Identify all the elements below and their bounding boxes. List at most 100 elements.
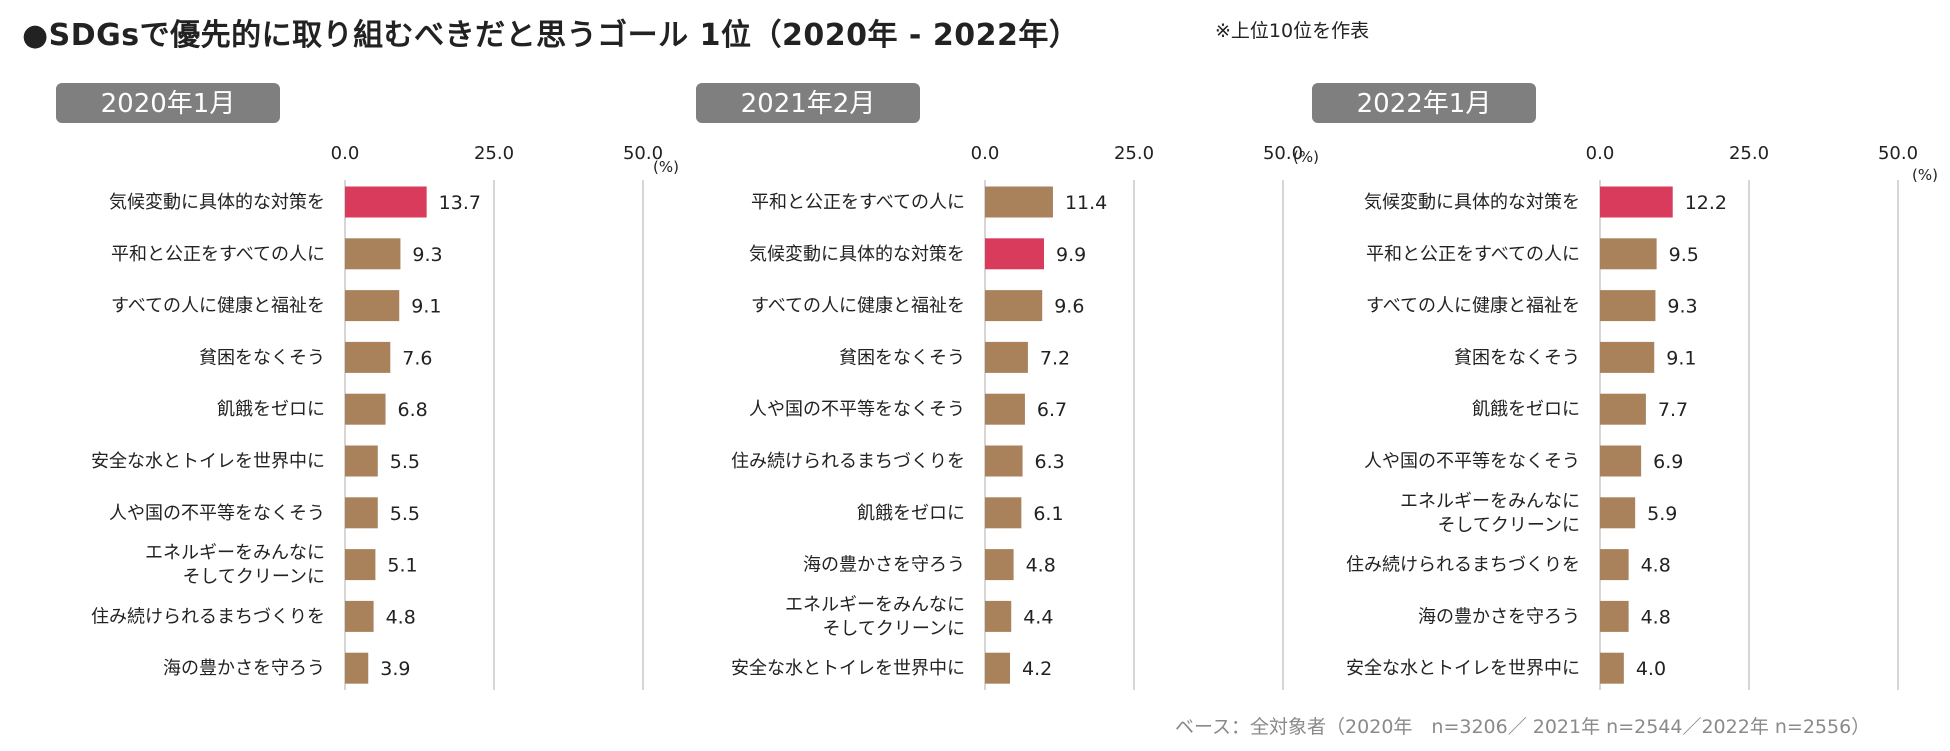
unit-label: (%) (1293, 148, 1319, 166)
bar (1600, 341, 1655, 373)
category-label: 気候変動に具体的な対策を (109, 192, 325, 213)
data-label: 9.5 (1669, 244, 1699, 266)
bar (1600, 445, 1642, 477)
category-label: 飢餓をゼロに (857, 503, 965, 524)
bar (345, 186, 427, 218)
data-label: 9.1 (411, 296, 441, 318)
bar (985, 238, 1045, 270)
category-label: 人や国の不平等をなくそう (109, 503, 325, 524)
data-label: 4.4 (1023, 606, 1053, 628)
bar (345, 497, 378, 529)
category-label: 貧困をなくそう (1454, 347, 1580, 368)
category-label: そしてクリーンに (1437, 515, 1580, 536)
panel-label: 2020年1月 (101, 89, 236, 119)
x-tick-label: 25.0 (474, 143, 514, 164)
data-label: 4.2 (1022, 658, 1052, 680)
category-label: 気候変動に具体的な対策を (1364, 192, 1580, 213)
bar (1600, 497, 1636, 529)
data-label: 9.1 (1666, 347, 1696, 369)
data-label: 6.3 (1035, 451, 1065, 473)
category-label: 貧困をなくそう (839, 347, 965, 368)
data-label: 7.6 (402, 347, 432, 369)
x-tick-label: 0.0 (1586, 143, 1615, 164)
bar (345, 652, 369, 684)
category-label: 住み続けられるまちづくりを (91, 606, 325, 627)
category-label: 人や国の不平等をなくそう (1364, 451, 1580, 472)
data-label: 6.7 (1037, 399, 1067, 421)
category-label: エネルギーをみんなに (785, 594, 965, 615)
page-title: ●SDGsで優先的に取り組むべきだと思うゴール 1位（2020年 - 2022年… (22, 18, 1080, 53)
bar (1600, 238, 1657, 270)
category-label: 人や国の不平等をなくそう (749, 399, 965, 420)
table-note: ※上位10位を作表 (1215, 20, 1370, 42)
category-label: そしてクリーンに (822, 618, 965, 639)
panel-pill (56, 83, 280, 123)
bar (345, 393, 386, 425)
data-label: 6.9 (1653, 451, 1683, 473)
data-label: 3.9 (380, 658, 410, 680)
x-tick-label: 0.0 (331, 143, 360, 164)
data-label: 13.7 (439, 192, 481, 214)
base-footnote: ベース：全対象者（2020年 n=3206／ 2021年 n=2544／2022… (1175, 716, 1871, 738)
data-label: 5.1 (387, 555, 417, 577)
category-label: 海の豊かさを守ろう (803, 555, 965, 576)
data-label: 4.8 (386, 606, 416, 628)
bar (985, 549, 1014, 581)
x-tick-label: 25.0 (1114, 143, 1154, 164)
bar (345, 238, 401, 270)
unit-label: (%) (1912, 166, 1938, 184)
data-label: 12.2 (1685, 192, 1727, 214)
bar (345, 600, 374, 632)
bar (985, 341, 1028, 373)
data-label: 6.8 (398, 399, 428, 421)
data-label: 4.8 (1026, 555, 1056, 577)
data-label: 7.7 (1658, 399, 1688, 421)
bar (1600, 393, 1646, 425)
category-label: 気候変動に具体的な対策を (749, 244, 965, 265)
category-label: 海の豊かさを守ろう (1418, 606, 1580, 627)
category-label: すべての人に健康と福祉を (111, 296, 325, 317)
bar (1600, 186, 1673, 218)
unit-label: (%) (653, 158, 679, 176)
category-label: エネルギーをみんなに (145, 543, 325, 564)
x-tick-label: 50.0 (1263, 143, 1303, 164)
category-label: 海の豊かさを守ろう (163, 658, 325, 679)
data-label: 9.6 (1054, 296, 1084, 318)
bar (345, 341, 391, 373)
category-label: エネルギーをみんなに (1400, 491, 1580, 512)
category-label: 平和と公正をすべての人に (1366, 244, 1580, 265)
bar (985, 445, 1023, 477)
data-label: 9.3 (412, 244, 442, 266)
category-label: すべての人に健康と福祉を (751, 296, 965, 317)
bar (1600, 652, 1624, 684)
data-label: 7.2 (1040, 347, 1070, 369)
bar (1600, 600, 1629, 632)
bar (345, 445, 378, 477)
x-tick-label: 50.0 (1878, 143, 1918, 164)
bar (345, 549, 376, 581)
category-label: 平和と公正をすべての人に (751, 192, 965, 213)
category-label: 飢餓をゼロに (1472, 399, 1580, 420)
category-label: 安全な水とトイレを世界中に (91, 451, 325, 472)
bar (985, 652, 1011, 684)
data-label: 5.5 (390, 451, 420, 473)
bar (985, 290, 1043, 322)
bar (985, 186, 1053, 218)
bar (1600, 290, 1656, 322)
data-label: 9.9 (1056, 244, 1086, 266)
bar (1600, 549, 1629, 581)
category-label: 平和と公正をすべての人に (111, 244, 325, 265)
category-label: 安全な水とトイレを世界中に (731, 658, 965, 679)
data-label: 5.5 (390, 503, 420, 525)
category-label: すべての人に健康と福祉を (1366, 296, 1580, 317)
category-label: 住み続けられるまちづくりを (1346, 555, 1580, 576)
bar (985, 600, 1012, 632)
data-label: 4.8 (1641, 606, 1671, 628)
category-label: 貧困をなくそう (199, 347, 325, 368)
panel-label: 2022年1月 (1357, 89, 1492, 119)
category-label: 住み続けられるまちづくりを (731, 451, 965, 472)
category-label: 飢餓をゼロに (217, 399, 325, 420)
data-label: 6.1 (1033, 503, 1063, 525)
category-label: 安全な水とトイレを世界中に (1346, 658, 1580, 679)
